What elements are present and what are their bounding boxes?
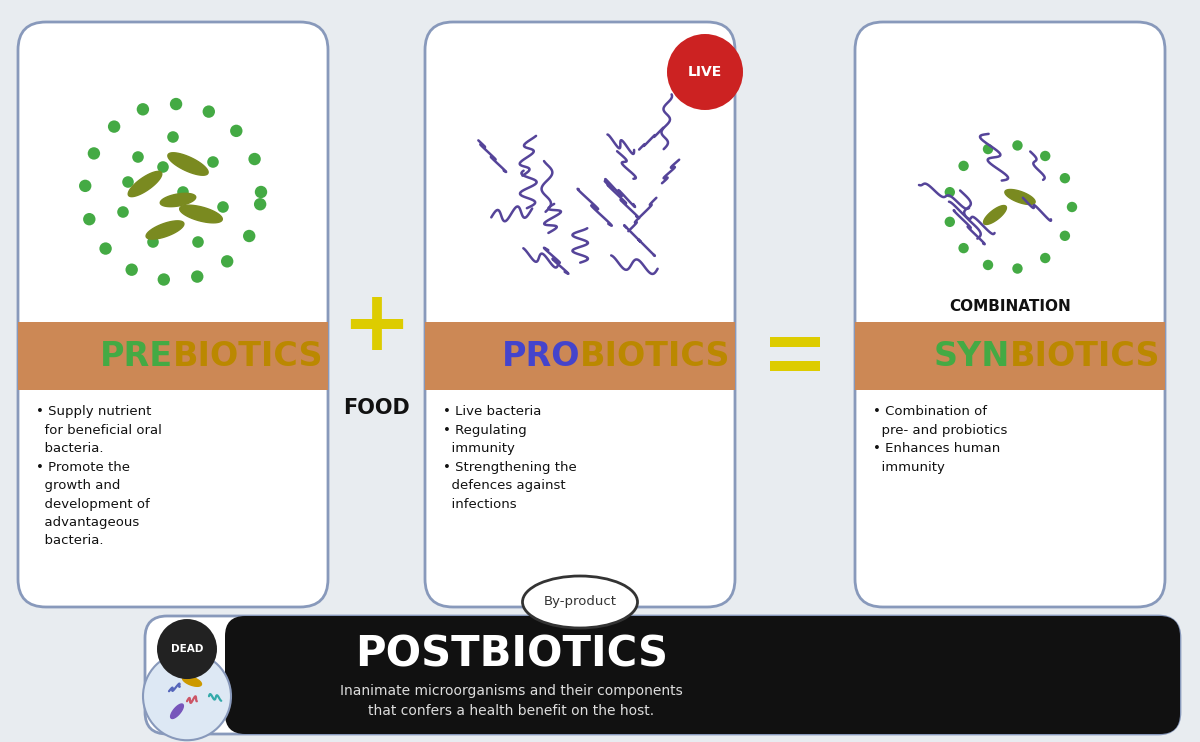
FancyBboxPatch shape [145, 616, 1180, 734]
Circle shape [944, 187, 955, 197]
Text: Inanimate microorganisms and their components
that confers a health benefit on t: Inanimate microorganisms and their compo… [340, 684, 683, 718]
Circle shape [1060, 173, 1070, 183]
Polygon shape [128, 171, 162, 197]
Text: PRE: PRE [100, 340, 173, 372]
Circle shape [137, 103, 149, 116]
FancyBboxPatch shape [425, 22, 734, 607]
Circle shape [217, 201, 229, 213]
Bar [18, 322, 328, 390]
Text: LIVE: LIVE [688, 65, 722, 79]
Bar [856, 322, 1165, 390]
Circle shape [157, 273, 170, 286]
Circle shape [148, 236, 158, 248]
Circle shape [191, 270, 204, 283]
Ellipse shape [522, 576, 637, 628]
Polygon shape [984, 206, 1007, 225]
Text: POSTBIOTICS: POSTBIOTICS [355, 634, 668, 676]
FancyBboxPatch shape [856, 22, 1165, 607]
Circle shape [983, 260, 994, 270]
Text: • Supply nutrient
  for beneficial oral
  bacteria.
• Promote the
  growth and
 : • Supply nutrient for beneficial oral ba… [36, 405, 162, 548]
Circle shape [983, 144, 994, 154]
Circle shape [1040, 151, 1050, 161]
Polygon shape [146, 221, 184, 239]
FancyBboxPatch shape [226, 616, 1180, 734]
Circle shape [108, 120, 120, 133]
Bar [770, 337, 820, 347]
Circle shape [1040, 253, 1050, 263]
Circle shape [157, 161, 169, 173]
Circle shape [959, 161, 968, 171]
Circle shape [170, 98, 182, 111]
Circle shape [167, 131, 179, 142]
Circle shape [254, 198, 266, 211]
Text: • Live bacteria
• Regulating
  immunity
• Strengthening the
  defences against
 : • Live bacteria • Regulating immunity • … [443, 405, 577, 510]
Circle shape [230, 125, 242, 137]
Circle shape [100, 243, 112, 255]
Circle shape [118, 206, 128, 218]
Circle shape [143, 652, 230, 741]
Circle shape [83, 213, 96, 226]
Text: DEAD: DEAD [170, 644, 203, 654]
Circle shape [122, 176, 134, 188]
Circle shape [126, 263, 138, 276]
Text: BIOTICS: BIOTICS [173, 340, 324, 372]
Text: By-product: By-product [544, 596, 617, 608]
Circle shape [79, 180, 91, 192]
Text: BIOTICS: BIOTICS [580, 340, 731, 372]
Bar [425, 322, 734, 390]
FancyBboxPatch shape [18, 22, 328, 607]
Circle shape [221, 255, 233, 268]
Text: PRO: PRO [502, 340, 580, 372]
Polygon shape [1004, 189, 1036, 205]
Polygon shape [182, 676, 202, 686]
Text: FOOD: FOOD [343, 398, 410, 418]
Circle shape [1060, 231, 1070, 241]
Text: +: + [342, 286, 412, 367]
Circle shape [192, 236, 204, 248]
Circle shape [132, 151, 144, 162]
Text: SYN: SYN [934, 340, 1010, 372]
Circle shape [944, 217, 955, 227]
Circle shape [178, 186, 188, 198]
Circle shape [1067, 202, 1078, 212]
Circle shape [208, 157, 218, 168]
Circle shape [959, 243, 968, 253]
Text: BIOTICS: BIOTICS [1010, 340, 1160, 372]
Text: COMBINATION: COMBINATION [949, 299, 1070, 314]
Circle shape [667, 34, 743, 110]
Circle shape [248, 153, 260, 165]
Circle shape [244, 230, 256, 242]
Bar [770, 361, 820, 371]
Circle shape [254, 186, 268, 198]
Circle shape [1013, 263, 1022, 274]
Polygon shape [161, 194, 196, 207]
Polygon shape [170, 704, 184, 718]
Circle shape [1013, 140, 1022, 151]
Polygon shape [180, 206, 222, 223]
Polygon shape [168, 153, 208, 175]
Circle shape [88, 147, 100, 160]
Circle shape [157, 619, 217, 679]
Circle shape [203, 105, 215, 118]
Text: • Combination of
  pre- and probiotics
• Enhances human
  immunity: • Combination of pre- and probiotics • E… [874, 405, 1007, 473]
